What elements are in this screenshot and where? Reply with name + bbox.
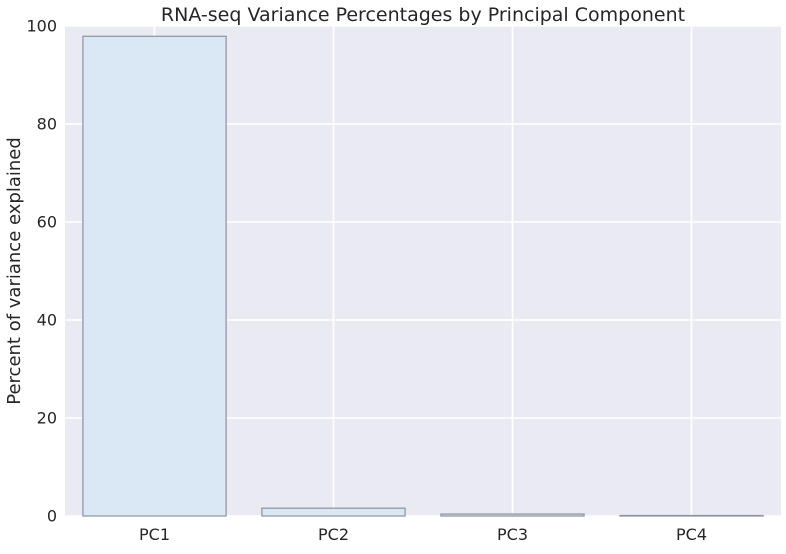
y-tick-label: 100 bbox=[26, 17, 57, 36]
y-tick-label: 20 bbox=[37, 409, 57, 428]
y-tick-label: 40 bbox=[37, 311, 57, 330]
x-axis-ticks: PC1 PC2 PC3 PC4 bbox=[139, 525, 707, 544]
bar-pc1 bbox=[82, 35, 227, 517]
x-tick-label: PC1 bbox=[139, 525, 170, 544]
x-tick-label: PC2 bbox=[318, 525, 349, 544]
y-tick-label: 0 bbox=[47, 507, 57, 526]
y-tick-label: 60 bbox=[37, 213, 57, 232]
y-tick-label: 80 bbox=[37, 115, 57, 134]
bar-pc2 bbox=[261, 507, 406, 517]
bar-pc4 bbox=[619, 514, 764, 517]
chart-title: RNA-seq Variance Percentages by Principa… bbox=[161, 4, 685, 26]
bar-pc3 bbox=[440, 513, 585, 517]
x-tick-label: PC3 bbox=[497, 525, 528, 544]
y-axis-ticks: 0 20 40 60 80 100 bbox=[26, 17, 57, 526]
bars bbox=[82, 35, 764, 517]
x-tick-label: PC4 bbox=[676, 525, 707, 544]
y-axis-label: Percent of variance explained bbox=[4, 137, 25, 405]
